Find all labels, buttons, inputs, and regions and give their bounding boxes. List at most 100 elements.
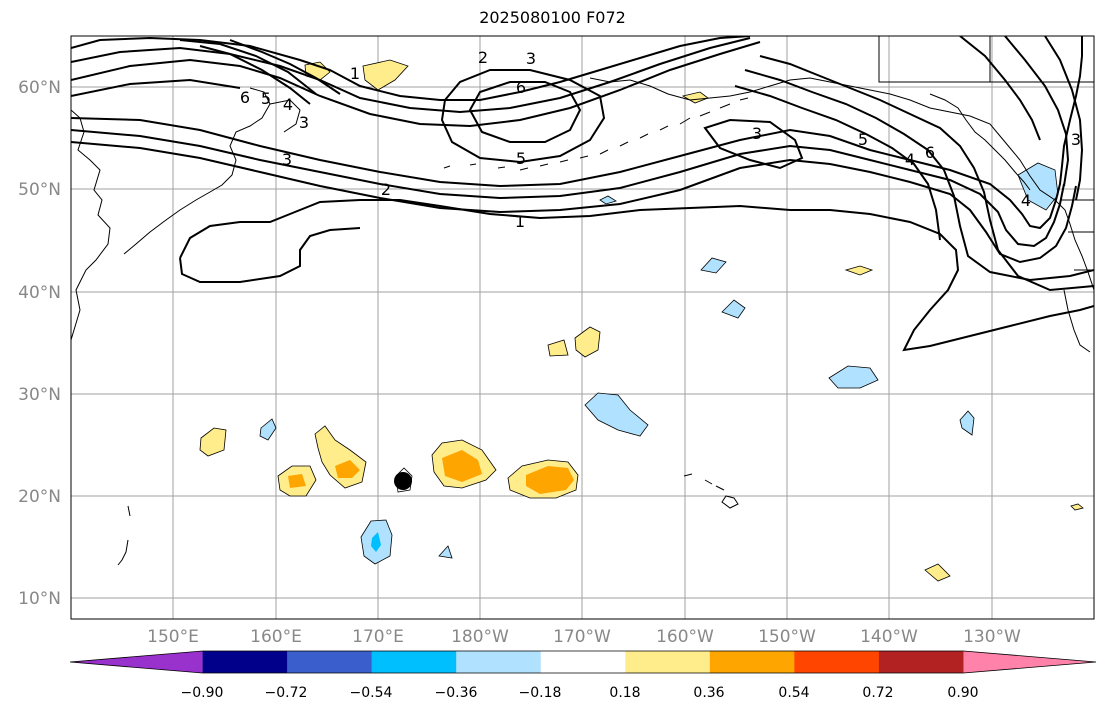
contour-label: 3 — [299, 113, 309, 132]
colorbar-outline — [69, 650, 1097, 674]
lat-tick-labels: 60°N 50°N 40°N 30°N 20°N 10°N — [18, 78, 61, 609]
anomaly-blob — [844, 265, 874, 276]
colorbar — [69, 650, 1097, 674]
anomaly-blob — [362, 59, 409, 91]
lat-tick-label: 10°N — [18, 589, 61, 609]
contour-5-ring — [440, 69, 606, 164]
contour-label: 5 — [261, 89, 271, 108]
anomaly-blob — [584, 392, 649, 437]
coastlines — [71, 36, 1094, 566]
lon-tick-label: 170°E — [352, 627, 404, 647]
map-title: 2025080100 F072 — [479, 8, 626, 27]
contour-east-3 — [734, 85, 941, 241]
colorbar-segment — [287, 651, 373, 673]
storm-center-outline — [395, 467, 413, 493]
contour-label: 6 — [925, 143, 935, 162]
colorbar-tick-label: −0.90 — [181, 685, 224, 701]
contour-label: 1 — [515, 212, 525, 231]
colorbar-extend-high — [963, 651, 1096, 673]
anomaly-blob — [199, 427, 227, 457]
contour-east-4 — [959, 36, 1041, 141]
anomaly-blob — [442, 450, 482, 482]
contour-outer-left — [179, 227, 361, 283]
lon-tick-label: 150°W — [758, 627, 816, 647]
contour-label: 3 — [526, 49, 536, 68]
anomaly-blob — [924, 563, 951, 582]
anomaly-blob — [574, 326, 601, 358]
hawaii-islands — [683, 473, 739, 509]
colorbar-tick-label: 0.54 — [778, 685, 809, 701]
lon-tick-label: 170°W — [553, 627, 611, 647]
contour-band-3 — [71, 141, 1077, 264]
colorbar-tick-label: 0.18 — [609, 685, 640, 701]
colorbar-tick-label: −0.72 — [265, 685, 308, 701]
bc-coast — [929, 93, 1031, 191]
shaded-anomalies — [199, 59, 1084, 582]
contour-east-1 — [759, 55, 1094, 292]
anomaly-blob — [335, 460, 360, 478]
contour-label: 5 — [516, 149, 526, 168]
map-frame — [70, 35, 1095, 620]
contour-2 — [71, 37, 751, 114]
contour-label: 6 — [240, 88, 250, 107]
contour-outer — [179, 199, 1094, 352]
lon-tick-label: 160°W — [656, 627, 714, 647]
colorbar-tick-labels: −0.90 −0.72 −0.54 −0.36 −0.18 0.18 0.36 … — [181, 685, 979, 701]
contour-band-1 — [71, 36, 1083, 230]
kamchatka-coast — [123, 87, 271, 255]
lon-tick-label: 130°W — [963, 627, 1021, 647]
alaska-coast — [589, 77, 1094, 291]
colorbar-segment — [878, 651, 964, 673]
colorbar-segment — [625, 651, 711, 673]
contour-kamchatka-b — [179, 39, 317, 95]
lat-tick-label: 20°N — [18, 487, 61, 507]
contours — [71, 36, 1094, 352]
colorbar-tick-label: 0.36 — [693, 685, 724, 701]
anomaly-blob — [721, 299, 746, 319]
contour-3-ring — [703, 118, 804, 170]
colorbar-segment — [456, 651, 542, 673]
colorbar-segment — [709, 651, 795, 673]
lat-tick-label: 30°N — [18, 385, 61, 405]
colorbar-tick-label: 0.72 — [862, 685, 893, 701]
contour-east-6 — [1044, 36, 1084, 201]
contour-label: 6 — [516, 78, 526, 97]
storm-center-marker — [394, 472, 412, 490]
canada-borders — [878, 36, 1094, 83]
west-us-coast — [1063, 289, 1091, 353]
anomaly-blob — [371, 532, 381, 552]
anomaly-blob — [526, 466, 574, 494]
lat-tick-label: 60°N — [18, 78, 61, 98]
contour-label: 3 — [1071, 130, 1081, 149]
contour-label: 4 — [283, 95, 293, 114]
contour-east-2 — [744, 69, 1094, 282]
anomaly-blob — [599, 195, 617, 205]
colorbar-tick-label: −0.18 — [519, 685, 562, 701]
lon-tick-label: 160°E — [250, 627, 302, 647]
anomaly-blob — [288, 474, 306, 488]
colorbar-segment — [794, 651, 880, 673]
aleutian-islands — [443, 97, 749, 171]
contour-label: 2 — [478, 48, 488, 67]
lon-tick-label: 150°E — [147, 627, 199, 647]
contour-kamchatka-a — [199, 45, 311, 105]
asia-coast — [71, 109, 111, 341]
contour-label: 4 — [905, 150, 915, 169]
anomaly-blob — [959, 410, 975, 436]
contour-6a — [71, 78, 241, 97]
contour-label: 4 — [1021, 191, 1031, 210]
anomaly-blob — [828, 365, 879, 389]
japan-east-islands — [117, 505, 131, 566]
contour-label: 2 — [381, 180, 391, 199]
contour-label: 3 — [282, 150, 292, 169]
colorbar-tick-label: −0.54 — [350, 685, 393, 701]
contour-label: 5 — [858, 130, 868, 149]
colorbar-segment — [202, 651, 288, 673]
anomaly-blob — [438, 545, 453, 559]
colorbar-tick-label: 0.90 — [947, 685, 978, 701]
lat-tick-label: 50°N — [18, 180, 61, 200]
contour-6-ring — [468, 81, 582, 143]
anomaly-blob — [700, 257, 727, 274]
lat-tick-label: 40°N — [18, 283, 61, 303]
contour-labels: 1 2 3 6 5 3 5 4 6 3 2 1 6 5 4 3 4 3 — [240, 48, 1081, 231]
